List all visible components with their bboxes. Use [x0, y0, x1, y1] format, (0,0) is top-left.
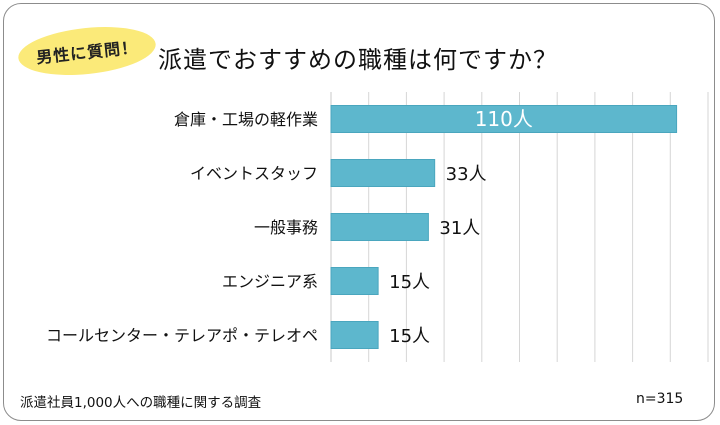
category-label: エンジニア系	[222, 272, 318, 291]
chart-frame	[3, 3, 715, 421]
category-label: コールセンター・テレアポ・テレオペ	[46, 326, 318, 345]
bars	[330, 105, 678, 349]
bar	[330, 159, 436, 187]
value-label: 110人	[475, 107, 533, 131]
bar	[330, 267, 379, 295]
category-labels: 倉庫・工場の軽作業イベントスタッフ一般事務エンジニア系コールセンター・テレアポ・…	[46, 110, 318, 345]
value-label: 33人	[446, 164, 487, 185]
bar	[330, 105, 678, 133]
sample-size: n=315	[636, 391, 684, 407]
bar	[330, 321, 379, 349]
category-label: イベントスタッフ	[190, 164, 318, 183]
category-label: 一般事務	[254, 218, 318, 237]
survey-footnote: 派遣社員1,000人への職種に関する調査	[20, 395, 262, 411]
category-label: 倉庫・工場の軽作業	[174, 110, 318, 129]
value-label: 15人	[389, 326, 430, 347]
value-labels: 110人 33人 31人 15人 15人	[389, 107, 533, 347]
gridlines	[330, 92, 709, 362]
value-label: 15人	[389, 272, 430, 293]
value-label: 31人	[439, 218, 480, 239]
bar	[330, 213, 429, 241]
chart-title: 派遣でおすすめの職種は何ですか？	[158, 46, 558, 74]
